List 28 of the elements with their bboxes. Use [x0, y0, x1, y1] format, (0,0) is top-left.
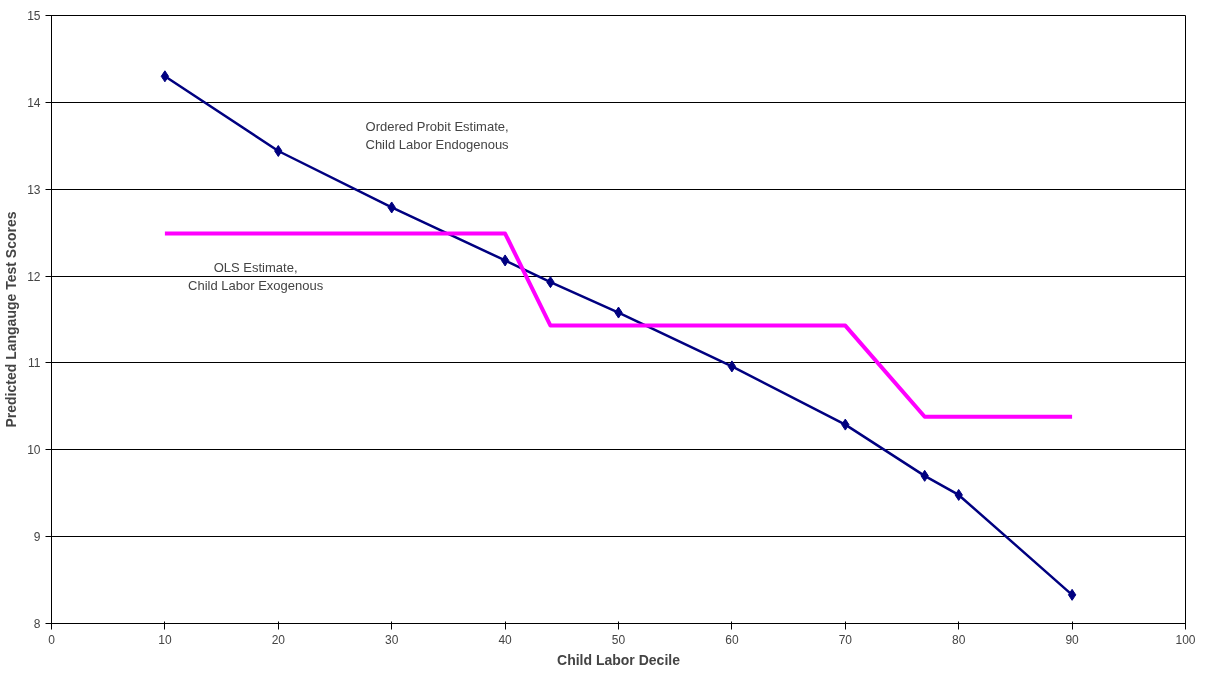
x-tick-label: 50 — [611, 632, 626, 647]
y-tick-label: 9 — [33, 530, 41, 545]
y-tick-label: 8 — [33, 617, 41, 631]
x-tick-label: 90 — [1065, 632, 1080, 647]
y-tick-label: 11 — [28, 356, 41, 371]
x-tick-label: 20 — [271, 632, 286, 647]
x-tick-label: 40 — [498, 632, 513, 647]
y-tick-label: 14 — [27, 95, 41, 110]
y-axis-title: Predicted Langauge Test Scores — [3, 211, 20, 428]
point — [1067, 588, 1077, 601]
x-tick-label: 10 — [158, 632, 172, 647]
x-tick-label: 0 — [48, 632, 56, 647]
annotation: Ordered Probit Estimate, Child Labor Endogenous — [365, 118, 510, 152]
y-tick-label: 12 — [27, 269, 41, 284]
x-axis-title: Child Labor Decile — [557, 651, 681, 668]
point — [500, 254, 510, 267]
x-tick-label: 80 — [952, 632, 966, 647]
y-tick-label: 15 — [27, 9, 41, 23]
y-tick-label: 13 — [27, 182, 41, 197]
x-tick-label: 70 — [838, 632, 853, 647]
point — [160, 70, 170, 83]
annotation: OLS Estimate, Child Labor Exogenous — [188, 259, 324, 293]
point — [727, 360, 737, 373]
x-tick-label: 100 — [1175, 632, 1196, 647]
y-tick-label: 10 — [27, 443, 41, 458]
x-tick-label: 30 — [385, 632, 399, 647]
x-tick-label: 60 — [725, 632, 739, 647]
point — [274, 145, 283, 157]
